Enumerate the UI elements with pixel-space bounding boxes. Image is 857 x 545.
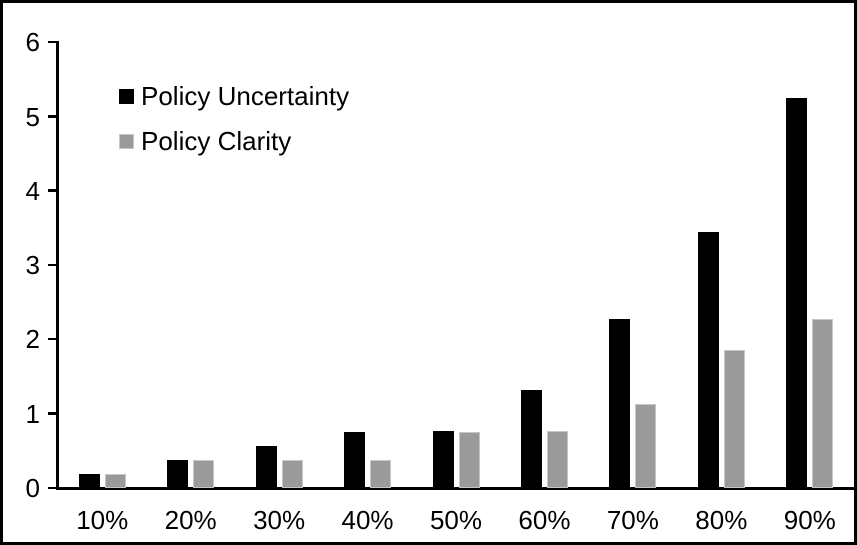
x-axis-label-90%: 90% [783, 505, 836, 535]
x-axis-label-40%: 40% [341, 505, 394, 535]
x-axis-line [56, 486, 854, 490]
bar-policy-clarity-40% [370, 459, 392, 488]
x-axis-label-50%: 50% [429, 505, 483, 535]
bar-policy-uncertainty-50% [432, 430, 454, 488]
bar-policy-uncertainty-70% [609, 318, 631, 488]
y-tick-mark [48, 486, 58, 489]
x-axis-label-10%: 10% [76, 505, 129, 535]
bar-policy-uncertainty-40% [344, 431, 366, 488]
bar-policy-clarity-50% [458, 431, 480, 488]
bar-policy-uncertainty-20% [167, 459, 189, 488]
y-tick-label: 2 [25, 324, 40, 355]
bar-policy-clarity-80% [723, 349, 745, 488]
y-tick-label: 3 [25, 250, 40, 281]
bar-policy-clarity-60% [546, 430, 568, 488]
bar-policy-uncertainty-30% [255, 445, 277, 488]
x-axis-label-60%: 60% [518, 505, 571, 535]
x-axis-label-20%: 20% [164, 505, 217, 535]
bar-policy-uncertainty-90% [786, 97, 808, 488]
legend-swatch-policy-uncertainty [119, 88, 134, 104]
bar-policy-uncertainty-80% [697, 231, 719, 488]
legend: Policy Uncertainty Policy Clarity [119, 80, 350, 156]
y-tick-mark [48, 263, 58, 267]
bar-policy-clarity-90% [812, 319, 834, 488]
bar-policy-clarity-30% [281, 459, 303, 488]
y-tick-mark [48, 189, 58, 192]
legend-item-policy-clarity: Policy Clarity [119, 125, 349, 156]
bar-policy-clarity-70% [635, 404, 657, 488]
x-axis-label-30%: 30% [253, 505, 306, 535]
bar-policy-uncertainty-60% [520, 389, 542, 488]
bar-policy-clarity-20% [193, 459, 215, 488]
y-tick-label: 5 [25, 101, 40, 132]
y-tick-label: 6 [25, 27, 40, 58]
legend-label-policy-clarity: Policy Clarity [141, 125, 292, 156]
x-axis-label-80%: 80% [695, 505, 748, 535]
y-tick-label: 1 [25, 398, 40, 429]
legend-item-policy-uncertainty: Policy Uncertainty [119, 80, 350, 111]
legend-swatch-policy-clarity [119, 133, 134, 149]
y-tick-mark [48, 337, 58, 341]
y-tick-label: 4 [25, 175, 40, 206]
y-tick-label: 0 [25, 473, 40, 503]
y-tick-mark [48, 115, 58, 118]
y-tick-mark [48, 40, 58, 44]
y-tick-mark [48, 412, 58, 415]
x-axis-label-70%: 70% [606, 505, 659, 535]
legend-label-policy-uncertainty: Policy Uncertainty [141, 80, 350, 111]
bar-policy-clarity-10% [104, 473, 126, 488]
bar-policy-uncertainty-10% [78, 473, 100, 488]
